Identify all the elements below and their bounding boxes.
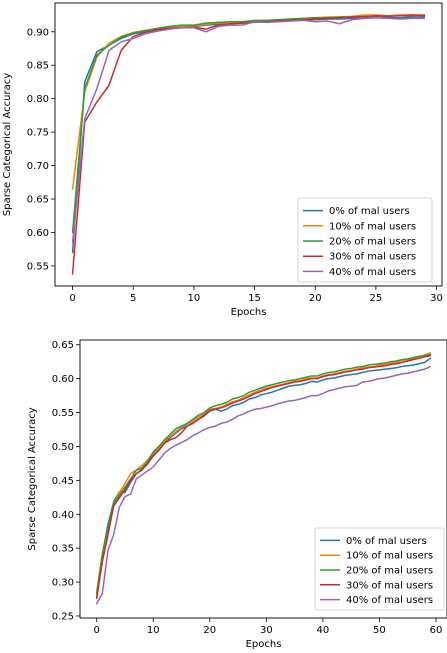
x-tick-label: 0 bbox=[93, 625, 99, 636]
x-tick-label: 15 bbox=[248, 293, 261, 304]
y-tick-label: 0.30 bbox=[52, 578, 74, 589]
x-tick-label: 40 bbox=[317, 625, 330, 636]
x-axis-label: Epochs bbox=[246, 639, 282, 650]
legend-entry-label: 10% of mal users bbox=[329, 221, 416, 232]
x-tick-label: 30 bbox=[260, 625, 273, 636]
y-tick-label: 0.90 bbox=[27, 27, 49, 38]
y-tick-label: 0.75 bbox=[27, 128, 49, 139]
y-tick-label: 0.60 bbox=[52, 374, 74, 385]
y-tick-label: 0.50 bbox=[52, 442, 74, 453]
x-tick-label: 50 bbox=[373, 625, 386, 636]
y-tick-label: 0.45 bbox=[52, 476, 74, 487]
y-tick-label: 0.55 bbox=[52, 408, 74, 419]
legend-entry-label: 30% of mal users bbox=[329, 252, 416, 263]
x-tick-label: 20 bbox=[203, 625, 216, 636]
x-tick-label: 0 bbox=[69, 293, 75, 304]
y-tick-label: 0.80 bbox=[27, 94, 49, 105]
legend-entry-label: 20% of mal users bbox=[346, 566, 433, 577]
legend-entry-label: 10% of mal users bbox=[346, 551, 433, 562]
legend-box bbox=[297, 197, 433, 283]
legend-entry-label: 30% of mal users bbox=[346, 580, 433, 591]
x-tick-label: 5 bbox=[130, 293, 136, 304]
x-tick-label: 30 bbox=[430, 293, 443, 304]
y-tick-label: 0.60 bbox=[27, 228, 49, 239]
legend-entry-label: 0% of mal users bbox=[346, 536, 427, 547]
x-tick-label: 60 bbox=[430, 625, 443, 636]
y-axis-label: Sparse Categorical Accuracy bbox=[27, 407, 38, 550]
x-tick-label: 25 bbox=[370, 293, 383, 304]
series-line-3 bbox=[95, 353, 432, 594]
series-line-5 bbox=[95, 365, 432, 605]
chart-panel-2: 0 10 20 30 40 50 60 0.25 0.30 0.35 0.40 0.45 0.50 0.5… bbox=[27, 339, 447, 650]
x-tick-label: 10 bbox=[188, 293, 201, 304]
legend-entry-label: 0% of mal users bbox=[329, 206, 410, 217]
y-tick-label: 0.70 bbox=[27, 161, 49, 172]
x-tick-label: 10 bbox=[147, 625, 160, 636]
series-line-4 bbox=[95, 354, 432, 600]
x-tick-label: 20 bbox=[309, 293, 322, 304]
y-tick-label: 0.40 bbox=[52, 510, 74, 521]
y-tick-label: 0.35 bbox=[52, 544, 74, 555]
legend-entry-label: 20% of mal users bbox=[329, 237, 416, 248]
y-tick-label: 0.85 bbox=[27, 61, 49, 72]
legend-entry-label: 40% of mal users bbox=[346, 595, 433, 606]
y-tick-label: 0.65 bbox=[27, 195, 49, 206]
legend: 0% of mal users 10% of mal users 20% of ma… bbox=[297, 197, 433, 283]
plot-frame bbox=[54, 2, 443, 287]
y-axis-label: Sparse Categorical Accuracy bbox=[2, 73, 13, 216]
plot-frame bbox=[79, 339, 447, 619]
chart-panel-1: 0 5 10 15 20 25 30 0.55 0.60 0.65 0.70 0.75 0.80 0.85… bbox=[2, 2, 443, 318]
legend: 0% of mal users 10% of mal users 20% of ma… bbox=[314, 527, 445, 611]
y-tick-label: 0.65 bbox=[52, 340, 74, 351]
series-line-5 bbox=[71, 16, 426, 244]
x-axis-label: Epochs bbox=[231, 307, 267, 318]
legend-box bbox=[314, 527, 445, 611]
legend-entry-label: 40% of mal users bbox=[329, 267, 416, 278]
y-tick-label: 0.25 bbox=[52, 611, 74, 622]
y-tick-label: 0.55 bbox=[27, 261, 49, 272]
